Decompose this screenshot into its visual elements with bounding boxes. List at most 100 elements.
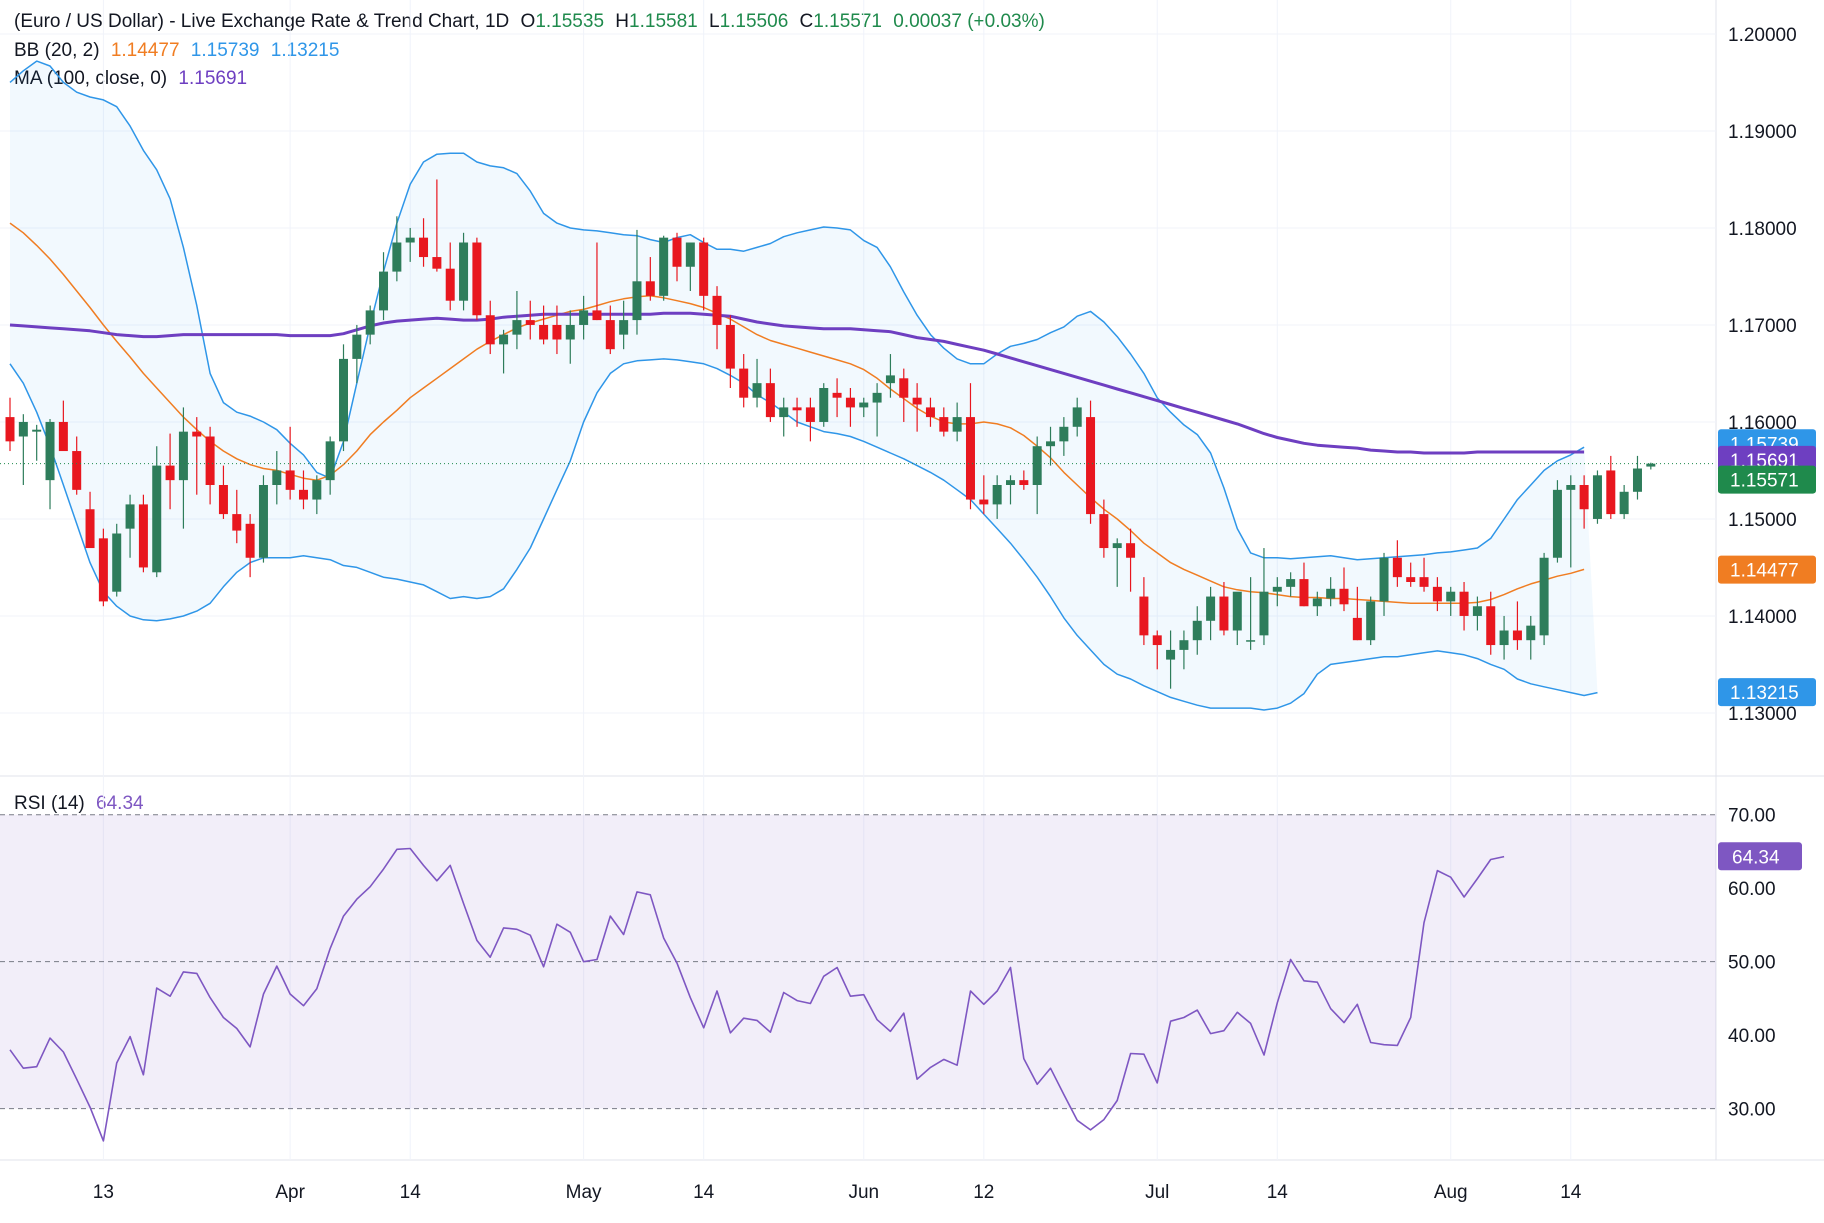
candle-body: [619, 320, 629, 335]
ohlc-high-label: H: [615, 11, 630, 32]
ohlc-low: 1.15506: [719, 11, 789, 32]
candle-body: [1046, 441, 1056, 447]
candle-body: [218, 485, 228, 515]
candle-body: [1352, 617, 1362, 641]
candle-body: [1366, 601, 1376, 641]
candle-body: [672, 237, 682, 267]
axes: 1.13000 1.14000 1.15000 1.16000 1.17000 1.180…: [93, 25, 1797, 1203]
candle-body: [1219, 596, 1229, 631]
candle-body: [405, 237, 415, 243]
candle-body: [432, 257, 442, 269]
candle-body: [1472, 606, 1482, 616]
time-tick-label: 14: [693, 1182, 715, 1203]
candle-body: [1232, 591, 1242, 631]
bb-upper-line: [9, 60, 1585, 561]
ohlc-high: 1.15581: [629, 11, 698, 32]
candle-body: [365, 310, 375, 335]
candle-body: [125, 504, 135, 529]
candle-body: [1192, 620, 1202, 641]
candle-body: [1286, 579, 1296, 587]
candle-body: [1206, 596, 1216, 621]
candle-body: [525, 320, 535, 325]
candle-body: [899, 378, 909, 398]
ohlc-close-label: C: [799, 11, 814, 32]
candle-body: [485, 315, 495, 345]
candle-body: [805, 407, 815, 422]
price-tag-label: 1.15571: [1730, 471, 1799, 492]
candle-body: [1339, 588, 1349, 605]
candle-body: [85, 509, 95, 549]
candle-body: [1406, 577, 1416, 582]
candle-body: [632, 281, 642, 321]
candle-body: [1126, 543, 1136, 558]
price-tick-label: 1.18000: [1728, 219, 1797, 240]
candle-body: [419, 237, 429, 258]
candle-body: [539, 324, 549, 340]
chart-legend-ohlc: (Euro / US Dollar) - Live Exchange Rate …: [14, 10, 1051, 34]
grid: [0, 0, 1824, 1161]
rsi-tick-label: 70.00: [1728, 806, 1776, 827]
candle-body: [1246, 640, 1256, 642]
candle-body: [165, 465, 175, 481]
candle-body: [859, 402, 869, 408]
price-tick-label: 1.20000: [1728, 25, 1797, 46]
price-tag: [1718, 555, 1816, 584]
candle-body: [1566, 485, 1576, 490]
candle-body: [1446, 591, 1456, 602]
candle-body: [925, 407, 935, 418]
bollinger-bands: [9, 60, 1598, 711]
candle-body: [1152, 635, 1162, 646]
price-tick-label: 1.16000: [1728, 413, 1797, 434]
candle-body: [72, 451, 82, 490]
rsi-tick-label: 30.00: [1728, 1100, 1776, 1121]
candle-body: [845, 397, 855, 408]
candle-body: [285, 470, 295, 490]
candle-body: [739, 368, 749, 398]
candle-body: [752, 383, 762, 398]
ma-label: MA (100, close, 0): [14, 68, 168, 89]
ohlc-open-label: O: [520, 11, 536, 32]
candle-body: [325, 441, 335, 481]
rsi-value: 64.34: [96, 793, 144, 814]
candle-body: [1259, 591, 1269, 636]
rsi-tick-label: 40.00: [1728, 1026, 1776, 1047]
time-tick-label: 13: [93, 1182, 114, 1203]
candle-body: [245, 523, 255, 558]
candle-body: [792, 407, 802, 411]
rsi-legend: RSI (14) 64.34: [14, 792, 150, 816]
candle-body: [992, 485, 1002, 505]
candle-body: [138, 504, 148, 568]
price-tag-label: 1.14477: [1730, 561, 1799, 582]
candle-body: [592, 310, 602, 321]
price-tag-label: 1.13215: [1730, 683, 1799, 704]
candle-body: [979, 499, 989, 505]
rsi-panel: [0, 814, 1716, 1142]
candle-body: [1632, 468, 1642, 492]
time-tick-label: Aug: [1434, 1182, 1468, 1203]
candles: [0, 179, 1716, 689]
candle-body: [1379, 557, 1389, 602]
bb-fill: [10, 61, 1598, 711]
candle-body: [1072, 407, 1082, 427]
candle-body: [1299, 579, 1309, 607]
candle-body: [552, 324, 562, 340]
candle-body: [512, 320, 522, 335]
candle-body: [1392, 557, 1402, 578]
candle-body: [1579, 485, 1589, 510]
candle-body: [765, 383, 775, 418]
candle-body: [1459, 591, 1469, 616]
rsi-label: RSI (14): [14, 793, 85, 814]
rsi-tag-label: 64.34: [1732, 847, 1780, 868]
time-tick-label: 14: [1267, 1182, 1289, 1203]
time-tick-label: May: [566, 1182, 602, 1203]
candle-body: [499, 334, 509, 345]
candle-body: [1166, 649, 1176, 660]
candle-body: [18, 421, 28, 437]
candle-body: [472, 242, 482, 316]
candle-body: [1032, 446, 1042, 485]
ohlc-change: 0.00037 (+0.03%): [893, 11, 1045, 32]
candle-body: [1619, 491, 1629, 515]
candle-body: [939, 417, 949, 432]
ma-value: 1.15691: [178, 68, 248, 89]
